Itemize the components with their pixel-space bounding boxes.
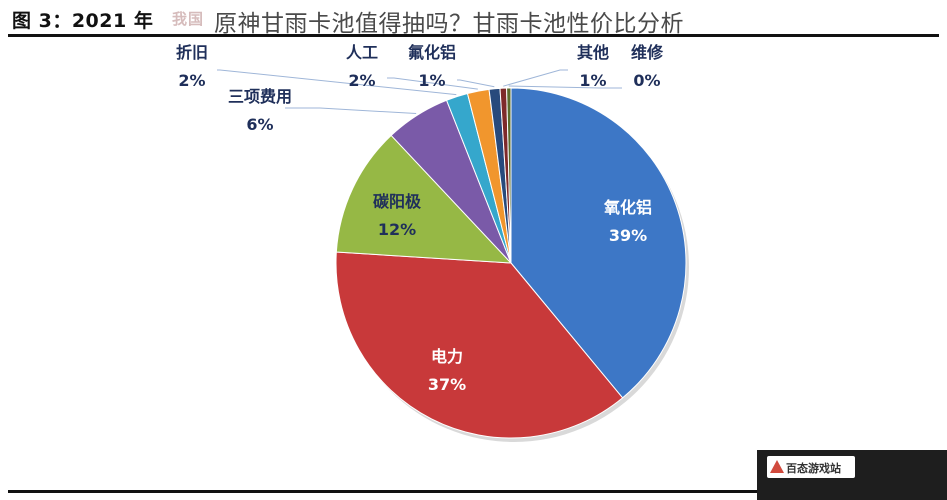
slice-value-6: 1%	[418, 71, 445, 90]
slice-value-1: 37%	[428, 375, 466, 394]
pie-slice-2	[335, 134, 513, 264]
slice-label-4: 折旧	[176, 43, 208, 62]
top-rule	[8, 34, 939, 37]
logo-badge: 百态游戏站	[767, 456, 855, 478]
bottom-rule	[8, 490, 758, 493]
figure-label-faded: 我国	[172, 10, 205, 28]
slice-label-2: 碳阳极	[373, 192, 422, 211]
slice-label-6: 氟化铝	[408, 43, 456, 62]
slice-value-7: 1%	[579, 71, 606, 90]
leader-line-5	[387, 77, 478, 90]
slice-value-3: 6%	[246, 115, 273, 134]
leader-line-8	[508, 85, 622, 89]
pie-slice-1	[335, 251, 624, 439]
leader-line-6	[457, 79, 495, 88]
slice-label-0: 氧化铝	[603, 198, 652, 217]
pie-slice-8	[506, 87, 512, 264]
slice-value-8: 0%	[633, 71, 660, 90]
slice-value-0: 39%	[609, 226, 647, 245]
overlay-title: 原神甘雨卡池值得抽吗？甘雨卡池性价比分析	[214, 11, 684, 37]
site-logo-watermark: 百态游戏站	[757, 450, 947, 500]
slice-value-4: 2%	[178, 71, 205, 90]
leader-line-7	[503, 69, 568, 87]
slice-label-5: 人工	[346, 43, 378, 62]
slice-label-8: 维修	[631, 43, 664, 62]
logo-text: 百态游戏站	[786, 462, 841, 475]
leader-line-3	[285, 107, 417, 115]
slice-label-7: 其他	[577, 43, 609, 62]
pie-slice-0	[510, 87, 687, 399]
slice-value-2: 12%	[378, 220, 416, 239]
slice-value-5: 2%	[348, 71, 375, 90]
slice-label-1: 电力	[431, 347, 463, 366]
slice-label-3: 三项费用	[228, 87, 292, 106]
leader-line-4	[217, 69, 457, 96]
logo-triangle-icon	[770, 460, 784, 473]
header: 图 3：2021 年 我国 原神甘雨卡池值得抽吗？甘雨卡池性价比分析	[0, 0, 947, 40]
figure-label: 图 3：2021 年	[12, 10, 154, 32]
